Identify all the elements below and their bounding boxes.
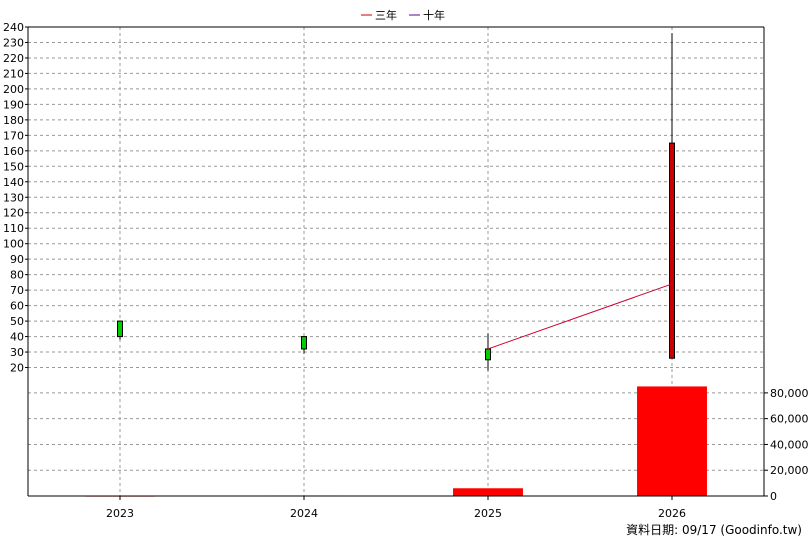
volume-bar [453, 488, 523, 496]
price-tick-label: 190 [3, 98, 24, 111]
candle-body [485, 348, 491, 361]
legend-label-3y: 三年 [375, 8, 397, 22]
price-tick-label: 230 [3, 36, 24, 49]
price-tick-label: 20 [10, 362, 24, 375]
volume-tick-label: 0 [770, 490, 777, 503]
price-tick-label: 160 [3, 145, 24, 158]
x-axis-ticks: 2023 2024 2025 2026 [106, 496, 686, 520]
legend-label-10y: 十年 [423, 8, 445, 22]
price-tick-label: 210 [3, 67, 24, 80]
volume-axis-ticks: 0 20,000 40,000 60,000 80,000 [764, 387, 808, 503]
candlesticks [117, 33, 675, 371]
volume-tick-label: 80,000 [770, 387, 808, 400]
volume-bars [85, 386, 707, 497]
candle-body [117, 320, 123, 338]
price-tick-label: 80 [10, 269, 24, 282]
x-tick-label: 2024 [290, 507, 318, 520]
price-tick-label: 130 [3, 191, 24, 204]
chart-legend: 三年 十年 [361, 8, 445, 22]
candle-body [669, 142, 675, 359]
volume-tick-label: 20,000 [770, 464, 808, 477]
price-tick-label: 30 [10, 346, 24, 359]
data-date-footer: 資料日期: 09/17 (Goodinfo.tw) [626, 523, 802, 537]
price-tick-label: 150 [3, 160, 24, 173]
price-tick-label: 140 [3, 176, 24, 189]
volume-bar [637, 386, 707, 496]
price-tick-label: 40 [10, 331, 24, 344]
ma-line-3y [487, 283, 673, 350]
candle-body [301, 336, 307, 350]
price-axis-ticks: 20 30 40 50 60 70 80 90 100 110 120 130 140 150 160 170… [3, 21, 28, 375]
axes [27, 26, 765, 497]
moving-average-lines [487, 283, 673, 350]
price-tick-label: 50 [10, 315, 24, 328]
price-tick-label: 220 [3, 52, 24, 65]
x-tick-label: 2023 [106, 507, 134, 520]
price-tick-label: 120 [3, 207, 24, 220]
price-tick-label: 60 [10, 300, 24, 313]
volume-tick-label: 60,000 [770, 413, 808, 426]
x-tick-label: 2025 [474, 507, 502, 520]
price-tick-label: 100 [3, 238, 24, 251]
volume-tick-label: 40,000 [770, 438, 808, 451]
price-tick-label: 240 [3, 21, 24, 34]
price-tick-label: 70 [10, 284, 24, 297]
price-tick-label: 90 [10, 253, 24, 266]
price-tick-label: 170 [3, 129, 24, 142]
price-tick-label: 110 [3, 222, 24, 235]
price-tick-label: 200 [3, 83, 24, 96]
x-tick-label: 2026 [658, 507, 686, 520]
price-tick-label: 180 [3, 114, 24, 127]
